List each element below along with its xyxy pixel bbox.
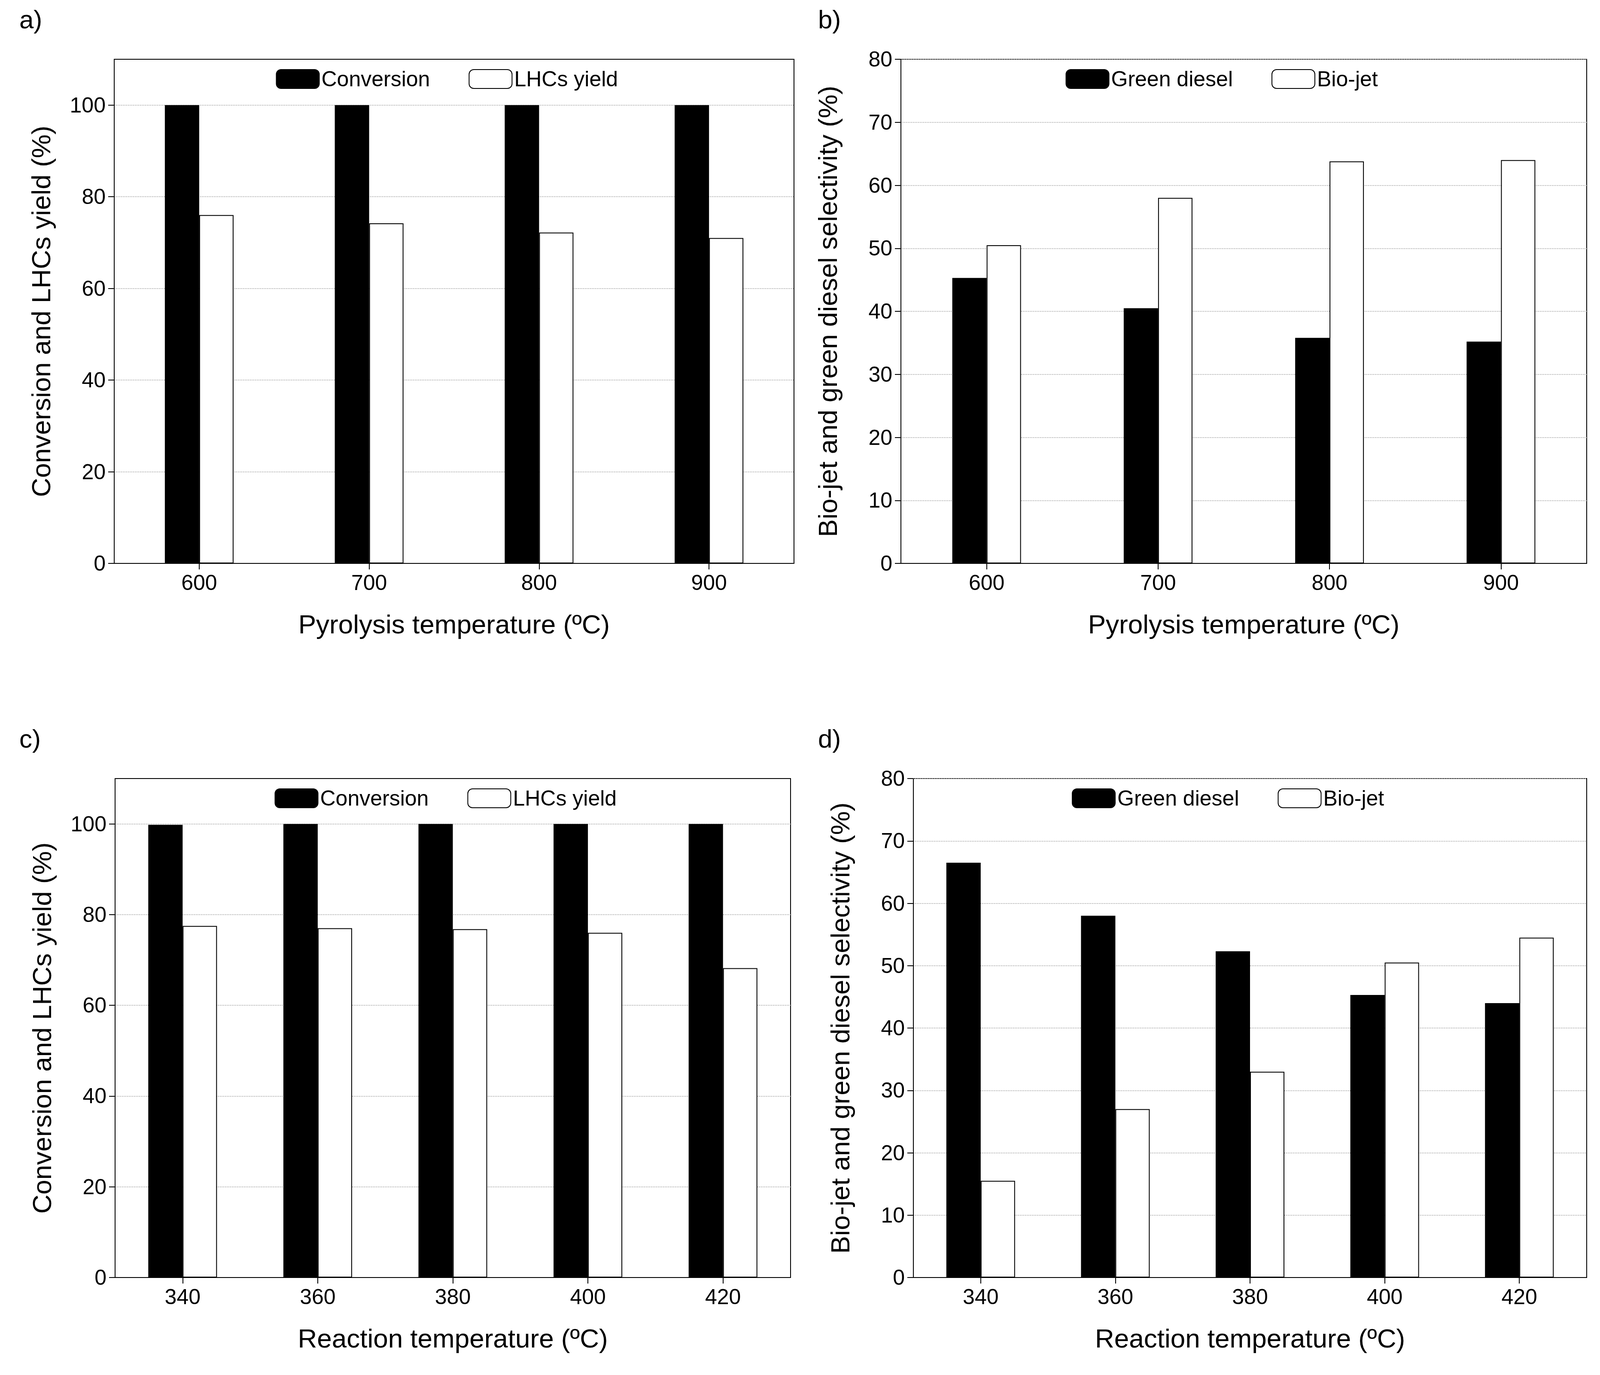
svg-text:Reaction temperature (ºC): Reaction temperature (ºC) (297, 1323, 608, 1354)
svg-text:Bio-jet and green diesel selec: Bio-jet and green diesel selectivity (%) (812, 85, 843, 537)
svg-text:40: 40 (81, 368, 106, 393)
svg-text:600: 600 (181, 570, 217, 595)
svg-text:20: 20 (82, 1174, 107, 1199)
svg-text:800: 800 (521, 570, 557, 595)
svg-text:360: 360 (1097, 1284, 1134, 1309)
svg-text:Green diesel: Green diesel (1117, 786, 1240, 811)
svg-text:80: 80 (82, 902, 107, 927)
svg-text:700: 700 (1140, 570, 1176, 595)
svg-text:10: 10 (880, 1203, 905, 1228)
svg-text:40: 40 (880, 1015, 905, 1041)
svg-text:340: 340 (164, 1284, 201, 1309)
svg-text:60: 60 (81, 276, 106, 301)
svg-text:Pyrolysis temperature (ºC): Pyrolysis temperature (ºC) (1088, 609, 1400, 639)
svg-text:60: 60 (880, 891, 905, 916)
svg-text:50: 50 (880, 953, 905, 978)
svg-text:80: 80 (81, 184, 106, 209)
svg-text:Bio-jet and green diesel selec: Bio-jet and green diesel selectivity (%) (825, 802, 855, 1254)
svg-text:Conversion: Conversion (320, 786, 429, 811)
svg-text:100: 100 (69, 93, 106, 118)
svg-text:900: 900 (1483, 570, 1519, 595)
svg-text:0: 0 (93, 551, 106, 576)
svg-text:Pyrolysis temperature (ºC): Pyrolysis temperature (ºC) (298, 609, 610, 639)
svg-text:360: 360 (299, 1284, 336, 1309)
svg-text:400: 400 (1366, 1284, 1403, 1309)
svg-text:20: 20 (880, 1140, 905, 1166)
svg-text:50: 50 (868, 236, 893, 261)
svg-text:900: 900 (690, 570, 727, 595)
svg-text:340: 340 (962, 1284, 999, 1309)
svg-text:600: 600 (968, 570, 1005, 595)
svg-text:60: 60 (82, 993, 107, 1018)
svg-text:LHCs yield: LHCs yield (514, 66, 618, 92)
svg-text:10: 10 (868, 488, 893, 513)
svg-text:Conversion and LHCs yield (%): Conversion and LHCs yield (%) (27, 842, 57, 1214)
svg-text:Reaction temperature (ºC): Reaction temperature (ºC) (1095, 1323, 1406, 1354)
svg-text:Conversion: Conversion (321, 66, 431, 92)
svg-text:Bio-jet: Bio-jet (1317, 66, 1378, 92)
svg-text:0: 0 (94, 1265, 107, 1290)
svg-text:380: 380 (1231, 1284, 1268, 1309)
svg-text:0: 0 (880, 551, 893, 576)
svg-text:70: 70 (880, 828, 905, 853)
svg-text:700: 700 (351, 570, 387, 595)
svg-text:40: 40 (868, 299, 893, 324)
svg-text:0: 0 (892, 1265, 905, 1290)
svg-text:80: 80 (880, 766, 905, 791)
svg-text:30: 30 (880, 1078, 905, 1103)
svg-text:30: 30 (868, 362, 893, 387)
svg-text:70: 70 (868, 110, 893, 135)
svg-text:Bio-jet: Bio-jet (1323, 786, 1385, 811)
svg-text:20: 20 (81, 459, 106, 484)
svg-text:100: 100 (70, 812, 107, 837)
svg-text:400: 400 (569, 1284, 606, 1309)
svg-text:380: 380 (434, 1284, 471, 1309)
svg-text:Green diesel: Green diesel (1111, 66, 1234, 92)
svg-text:b): b) (818, 5, 841, 34)
svg-text:Conversion and LHCs yield (%): Conversion and LHCs yield (%) (26, 125, 56, 498)
svg-text:c): c) (19, 724, 41, 754)
svg-text:420: 420 (705, 1284, 741, 1309)
svg-text:420: 420 (1501, 1284, 1537, 1309)
svg-text:800: 800 (1311, 570, 1348, 595)
svg-text:60: 60 (868, 173, 893, 198)
svg-text:LHCs yield: LHCs yield (512, 786, 617, 811)
svg-text:80: 80 (868, 47, 893, 72)
svg-text:40: 40 (82, 1083, 107, 1108)
svg-text:a): a) (19, 5, 43, 34)
svg-text:20: 20 (868, 425, 893, 450)
svg-text:d): d) (818, 724, 841, 754)
